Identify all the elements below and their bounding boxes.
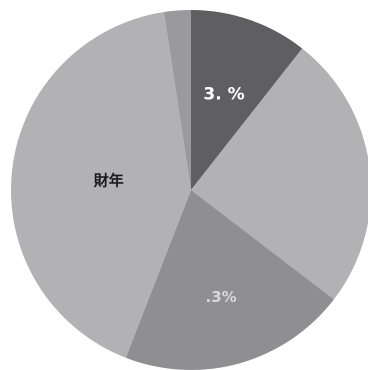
pie-label-slice-d: 財年 bbox=[93, 171, 124, 189]
pie-slice-d bbox=[11, 12, 191, 358]
pie-slice-e bbox=[163, 9, 191, 190]
pie-label-slice-c: .3% bbox=[206, 288, 237, 306]
pie-label-slice-a: 3. % bbox=[203, 85, 244, 105]
pie-slice-a bbox=[191, 10, 303, 190]
pie-slice-c bbox=[125, 190, 334, 370]
pie-slice-b bbox=[191, 48, 368, 300]
